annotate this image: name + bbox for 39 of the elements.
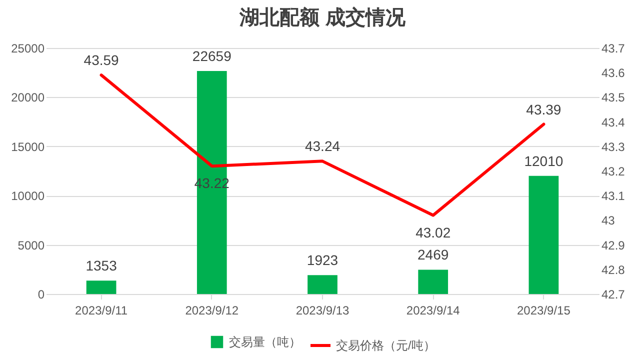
y2-tick-label: 42.7 <box>602 288 626 302</box>
data-label: 1353 <box>86 258 118 274</box>
data-label: 43.24 <box>304 138 340 154</box>
x-tick-label: 2023/9/12 <box>185 304 239 318</box>
y-tick-label: 0 <box>38 288 45 302</box>
y2-tick-label: 42.9 <box>602 238 626 252</box>
data-label: 2469 <box>418 246 449 263</box>
data-label: 43.39 <box>526 101 562 118</box>
x-tick-label: 2023/9/14 <box>406 304 460 318</box>
data-label: 12010 <box>524 152 564 169</box>
y2-tick-label: 43.4 <box>602 115 626 130</box>
x-tick-label: 2023/9/11 <box>75 304 128 318</box>
data-label: 43.02 <box>416 224 451 240</box>
y-tick-label: 25000 <box>11 42 45 56</box>
y-tick-label: 20000 <box>11 90 45 105</box>
y2-tick-label: 43.7 <box>602 42 626 56</box>
x-tick-label: 2023/9/13 <box>296 304 350 318</box>
y2-tick-label: 43.6 <box>602 66 626 80</box>
y2-tick-label: 43.2 <box>602 164 626 178</box>
data-label: 22659 <box>192 48 232 64</box>
y-tick-label: 5000 <box>18 238 45 252</box>
y2-tick-label: 42.8 <box>602 262 626 277</box>
y2-tick-label: 43.3 <box>602 140 626 154</box>
y2-tick-label: 43.5 <box>602 90 626 105</box>
y-tick-label: 10000 <box>11 189 45 204</box>
chart-title: 湖北配额 成交情况 <box>238 6 406 29</box>
data-label: 1923 <box>306 252 338 268</box>
bar <box>528 176 559 294</box>
bar <box>418 270 448 294</box>
bar <box>196 71 227 294</box>
y2-tick-label: 43.1 <box>602 189 626 204</box>
y-tick-label: 15000 <box>11 140 45 154</box>
data-label: 43.59 <box>84 52 120 68</box>
legend-label: 交易量（吨） <box>229 335 301 349</box>
bar <box>86 280 116 294</box>
x-tick-label: 2023/9/15 <box>517 304 571 318</box>
y2-tick-label: 43 <box>602 214 616 228</box>
bar <box>308 275 338 294</box>
legend-label: 交易价格（元/吨） <box>336 338 436 352</box>
